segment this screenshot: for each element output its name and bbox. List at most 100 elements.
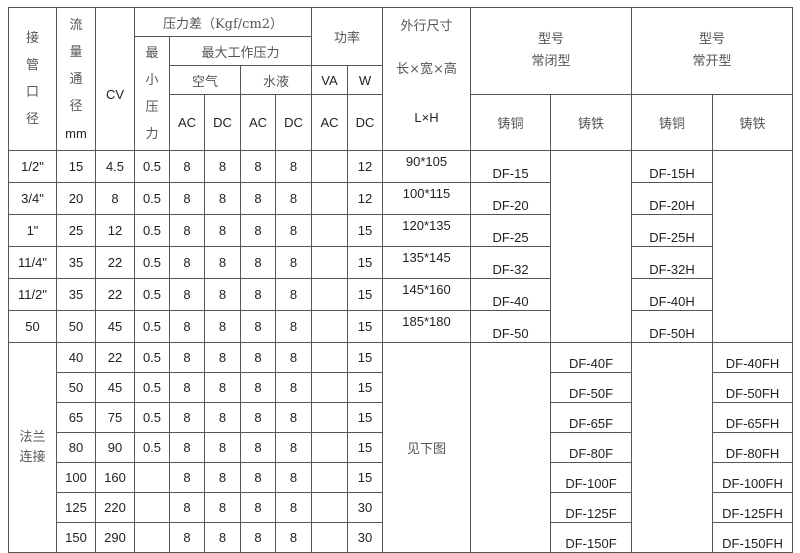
cell-air-dc: 8 bbox=[204, 310, 241, 343]
cell-min: 0.5 bbox=[134, 372, 170, 403]
cell-min bbox=[134, 522, 170, 553]
cell-no-cast-copper-model: DF-40H bbox=[631, 278, 713, 311]
header-normally-closed: 型号 常闭型 bbox=[470, 7, 632, 95]
table-row: 50 50 45 0.5 8 8 8 8 15 185*180 DF-50 DF-50H bbox=[8, 310, 793, 343]
table-row: 11/2" 35 22 0.5 8 8 8 8 15 145*160 DF-40 DF-40H bbox=[8, 278, 793, 311]
cell-air-dc: 8 bbox=[204, 182, 241, 215]
header-air-ac: AC bbox=[169, 94, 205, 151]
cell-dn: 50 bbox=[56, 310, 96, 343]
cell-dn: 125 bbox=[56, 492, 96, 523]
cell-pipe-size: 1/2" bbox=[8, 150, 57, 183]
cell-w: 12 bbox=[347, 182, 383, 215]
header-power-ac: AC bbox=[311, 94, 348, 151]
cell-dimensions-see-below: 见下图 bbox=[382, 342, 471, 553]
cell-va bbox=[311, 278, 348, 311]
header-air: 空气 bbox=[169, 65, 241, 95]
cell-min: 0.5 bbox=[134, 432, 170, 463]
dimensions-title: 外行尺寸 bbox=[400, 19, 453, 34]
cell-cv: 22 bbox=[95, 278, 135, 311]
cell-water-ac: 8 bbox=[240, 182, 276, 215]
header-no-cast-iron: 铸铁 bbox=[712, 94, 793, 151]
cell-va bbox=[311, 402, 348, 433]
header-char: 量 bbox=[69, 44, 83, 60]
cell-air-ac: 8 bbox=[169, 310, 205, 343]
dimensions-sub: 长×宽×高 bbox=[396, 62, 457, 77]
cell-water-dc: 8 bbox=[275, 246, 312, 279]
cell-nc-cast-copper-model: DF-50 bbox=[470, 310, 551, 343]
cell-cv: 12 bbox=[95, 214, 135, 247]
cell-w: 15 bbox=[347, 278, 383, 311]
cell-cv: 220 bbox=[95, 492, 135, 523]
cell-air-dc: 8 bbox=[204, 342, 241, 373]
header-char: 管 bbox=[25, 58, 39, 73]
table-row: 80 90 0.5 8 8 8 8 15 DF-80F DF-80FH bbox=[9, 432, 793, 463]
header-char: 接 bbox=[25, 31, 39, 46]
cell-water-ac: 8 bbox=[240, 432, 276, 463]
solenoid-valve-spec-table: 接 管 口 径 流 量 通 径 mm CV 压力差（Kgf/cm2） 功率 外行… bbox=[8, 7, 793, 553]
header-power-dc: DC bbox=[347, 94, 383, 151]
cell-min: 0.5 bbox=[134, 182, 170, 215]
header-char: 力 bbox=[145, 126, 159, 142]
cell-air-ac: 8 bbox=[169, 182, 205, 215]
cell-cv: 160 bbox=[95, 462, 135, 493]
cell-water-dc: 8 bbox=[275, 522, 312, 553]
header-w: W bbox=[347, 65, 383, 95]
cell-no-cast-copper-model: DF-50H bbox=[631, 310, 713, 343]
cell-dn: 35 bbox=[56, 246, 96, 279]
cell-min: 0.5 bbox=[134, 150, 170, 183]
cell-no-cast-iron-model: DF-40FH bbox=[712, 342, 793, 373]
header-cv: CV bbox=[95, 7, 135, 151]
header-char: 口 bbox=[25, 85, 39, 100]
cell-min: 0.5 bbox=[134, 214, 170, 247]
cell-va bbox=[311, 432, 348, 463]
cell-flange-connection: 法兰 连接 bbox=[8, 342, 57, 553]
cell-water-dc: 8 bbox=[275, 462, 312, 493]
cell-water-ac: 8 bbox=[240, 492, 276, 523]
cell-nc-cast-iron-model: DF-100F bbox=[550, 462, 632, 493]
cell-air-ac: 8 bbox=[169, 150, 205, 183]
cell-cv: 45 bbox=[95, 372, 135, 403]
cell-air-ac: 8 bbox=[169, 372, 205, 403]
cell-water-ac: 8 bbox=[240, 310, 276, 343]
cell-w: 15 bbox=[347, 462, 383, 493]
cell-w: 15 bbox=[347, 372, 383, 403]
cell-w: 30 bbox=[347, 522, 383, 553]
cell-va bbox=[311, 462, 348, 493]
cell-w: 15 bbox=[347, 246, 383, 279]
header-dimensions: 外行尺寸 长×宽×高 L×H bbox=[382, 7, 471, 151]
header-water-dc: DC bbox=[275, 94, 312, 151]
header-char: 径 bbox=[25, 112, 39, 127]
header-max-working-pressure: 最大工作压力 bbox=[169, 36, 312, 66]
cell-w: 15 bbox=[347, 342, 383, 373]
cell-water-ac: 8 bbox=[240, 150, 276, 183]
cell-nc-cast-iron-model: DF-65F bbox=[550, 402, 632, 433]
cell-cv: 45 bbox=[95, 310, 135, 343]
cell-no-cast-copper-model: DF-15H bbox=[631, 150, 713, 183]
cell-air-dc: 8 bbox=[204, 462, 241, 493]
cell-dn: 100 bbox=[56, 462, 96, 493]
nc-model-label: 型号 bbox=[537, 32, 564, 47]
header-no-cast-copper: 铸铜 bbox=[631, 94, 713, 151]
cell-va bbox=[311, 372, 348, 403]
cell-cv: 8 bbox=[95, 182, 135, 215]
table-row: 法兰 连接 40 22 0.5 8 8 8 8 15 见下图 DF-40F DF-40FH bbox=[8, 342, 793, 553]
cell-pipe-size: 50 bbox=[8, 310, 57, 343]
header-char: 压 bbox=[145, 99, 159, 115]
cell-water-dc: 8 bbox=[275, 182, 312, 215]
cell-pipe-size: 11/2" bbox=[8, 278, 57, 311]
cell-water-dc: 8 bbox=[275, 402, 312, 433]
cell-air-ac: 8 bbox=[169, 492, 205, 523]
cell-dimensions: 135*145 bbox=[382, 246, 471, 279]
header-char: 流 bbox=[69, 17, 83, 33]
cell-no-cast-copper-model: DF-20H bbox=[631, 182, 713, 215]
cell-no-cast-copper-model: DF-32H bbox=[631, 246, 713, 279]
cell-air-dc: 8 bbox=[204, 432, 241, 463]
cell-dn: 15 bbox=[56, 150, 96, 183]
cell-air-ac: 8 bbox=[169, 214, 205, 247]
cell-dn: 35 bbox=[56, 278, 96, 311]
nc-type-label: 常闭型 bbox=[531, 54, 571, 69]
header-pipe-size: 接 管 口 径 bbox=[8, 7, 57, 151]
table-row: 3/4" 20 8 0.5 8 8 8 8 12 100*115 DF-20 DF-20H bbox=[8, 182, 793, 215]
cell-no-cast-iron-model: DF-125FH bbox=[712, 492, 793, 523]
cell-water-dc: 8 bbox=[275, 342, 312, 373]
